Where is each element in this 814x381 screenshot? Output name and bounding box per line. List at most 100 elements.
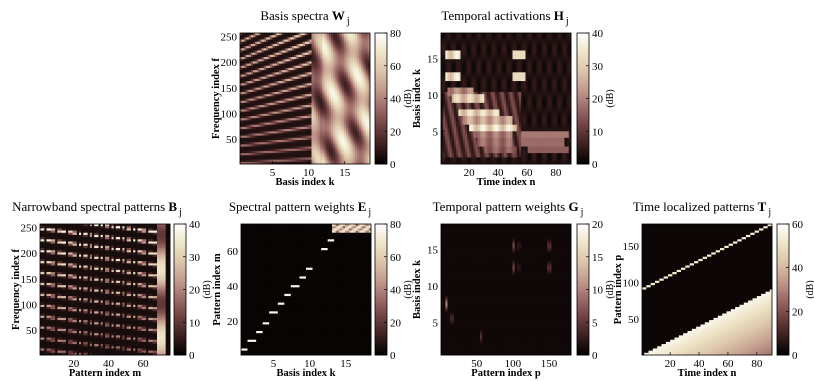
heatmap-cell (458, 50, 461, 53)
heatmap-cell (281, 67, 284, 71)
heatmap-cell (339, 52, 343, 56)
heatmap-cell (322, 70, 325, 73)
heatmap-cell (333, 39, 336, 43)
heatmap-cell (346, 72, 349, 75)
heatmap-cell (471, 126, 474, 130)
heatmap-cell (456, 115, 459, 119)
heatmap-cell (326, 111, 330, 115)
heatmap-cell (361, 96, 364, 99)
heatmap-cell (326, 120, 330, 123)
heatmap-cell (365, 89, 369, 93)
heatmap-cell (311, 94, 315, 97)
heatmap-cell (305, 33, 308, 36)
heatmap-cell (287, 37, 291, 40)
heatmap-cell (335, 37, 338, 40)
heatmap-cell (352, 54, 356, 58)
heatmap-cell (441, 46, 444, 49)
heatmap-cell (255, 111, 258, 115)
heatmap-cell (480, 144, 483, 147)
heatmap-cell (464, 148, 468, 152)
heatmap-cell (473, 135, 477, 139)
heatmap-cell (471, 98, 474, 102)
heatmap-cell (298, 102, 302, 106)
heatmap-cell (447, 43, 451, 47)
heatmap-cell (276, 159, 280, 163)
heatmap-cell (357, 131, 360, 134)
heatmap-cell (344, 41, 347, 45)
heatmap-cell (363, 83, 367, 86)
heatmap-cell (322, 63, 325, 67)
heatmap-cell (320, 107, 323, 110)
heatmap-cell (246, 100, 250, 104)
heatmap-cell (458, 67, 461, 71)
heatmap-cell (460, 118, 464, 121)
heatmap-cell (469, 109, 472, 112)
heatmap-cell (259, 146, 263, 150)
heatmap-cell (268, 33, 271, 36)
heatmap-cell (441, 48, 444, 51)
heatmap-cell (350, 126, 354, 130)
heatmap-cell (458, 85, 461, 88)
heatmap-cell (305, 96, 308, 99)
heatmap-cell (335, 124, 338, 128)
heatmap-cell (456, 57, 459, 60)
heatmap-cell (270, 131, 273, 134)
heatmap-cell (300, 144, 304, 147)
heatmap-cell (331, 91, 334, 95)
heatmap-cell (348, 63, 351, 67)
heatmap-cell (458, 124, 461, 128)
heatmap-cell (328, 126, 332, 130)
heatmap-cell (473, 89, 477, 93)
heatmap-cell (322, 159, 325, 163)
heatmap-cell (352, 85, 356, 88)
heatmap-cell (279, 61, 282, 64)
heatmap-cell (248, 157, 252, 160)
heatmap-cell (462, 91, 466, 95)
heatmap-cell (365, 115, 369, 119)
heatmap-cell (246, 137, 250, 141)
heatmap-cell (270, 78, 273, 82)
heatmap-cell (240, 37, 243, 40)
heatmap-cell (346, 61, 349, 64)
heatmap-cell (270, 54, 273, 58)
heatmap-cell (322, 72, 325, 75)
heatmap-cell (486, 43, 490, 47)
heatmap-cell (281, 43, 284, 47)
heatmap-cell (331, 150, 334, 154)
heatmap-cell (272, 118, 276, 121)
colorbar-segment (375, 137, 387, 141)
heatmap-cell (283, 52, 286, 56)
heatmap-cell (339, 148, 343, 152)
heatmap-cell (467, 43, 470, 47)
heatmap-cell (272, 157, 276, 160)
heatmap-cell (365, 37, 369, 40)
heatmap-cell (313, 124, 317, 128)
heatmap-cell (281, 118, 284, 121)
heatmap-cell (484, 111, 487, 115)
heatmap-cell (486, 76, 490, 80)
heatmap-cell (240, 78, 243, 82)
heatmap-cell (354, 94, 358, 97)
heatmap-cell (475, 142, 479, 145)
heatmap-cell (307, 78, 310, 82)
heatmap-cell (469, 61, 472, 64)
heatmap-cell (486, 59, 490, 62)
heatmap-cell (357, 118, 360, 121)
heatmap-cell (276, 52, 280, 56)
heatmap-cell (469, 133, 472, 136)
heatmap-cell (257, 118, 260, 121)
heatmap-cell (346, 107, 349, 110)
heatmap-cell (469, 107, 472, 110)
heatmap-cell (449, 35, 453, 38)
heatmap-cell (279, 70, 282, 73)
heatmap-cell (266, 148, 269, 152)
heatmap-cell (242, 148, 245, 152)
heatmap-cell (305, 83, 308, 86)
heatmap-cell (464, 142, 468, 145)
heatmap-cell (244, 118, 247, 121)
heatmap-cell (344, 59, 347, 62)
heatmap-cell (344, 100, 347, 104)
heatmap-cell (315, 135, 319, 139)
heatmap-cell (240, 159, 243, 163)
heatmap-cell (361, 146, 364, 150)
